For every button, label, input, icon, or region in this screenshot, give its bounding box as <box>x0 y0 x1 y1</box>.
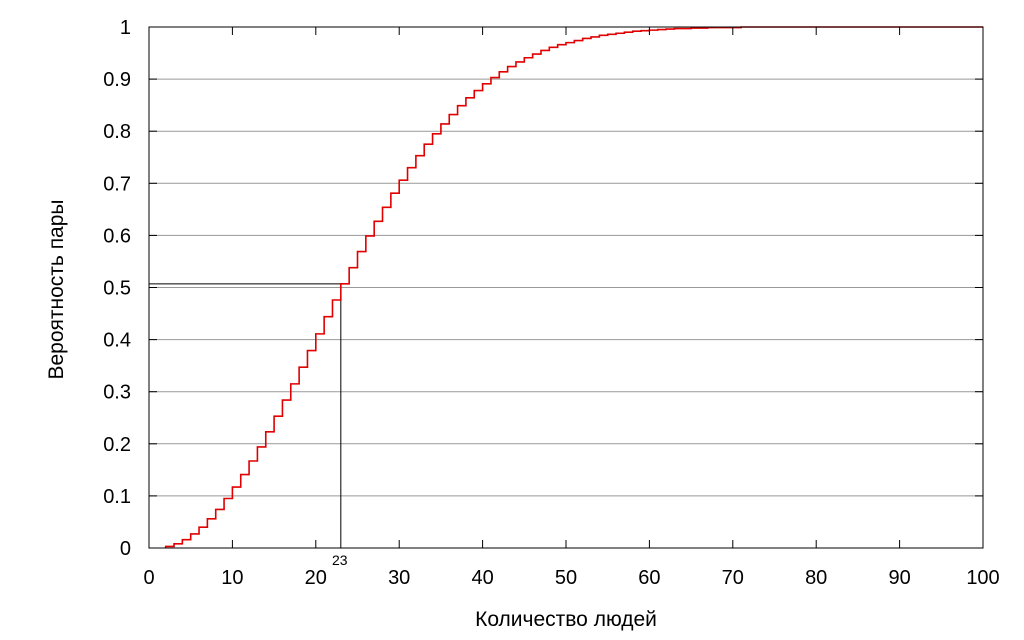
x-tick-label: 100 <box>966 567 999 589</box>
x-tick-label: 60 <box>638 567 660 589</box>
y-tick-labels: 0 0.1 0.2 0.3 0.4 0.5 0.6 0.7 0.8 0.9 1 <box>103 17 131 560</box>
x-axis-label: Количество людей <box>475 608 657 631</box>
x-tick-label: 70 <box>722 567 744 589</box>
x-tick-label: 40 <box>471 567 493 589</box>
y-tick-label: 0.9 <box>103 69 131 91</box>
y-tick-label: 0.6 <box>103 225 131 247</box>
x-tick-label: 0 <box>143 567 154 589</box>
reference-lines <box>149 283 342 548</box>
y-tick-label: 0.8 <box>103 121 131 143</box>
y-tick-label: 0.3 <box>103 382 131 404</box>
y-tick-label: 0.4 <box>103 330 131 352</box>
y-tick-label: 0 <box>120 538 131 560</box>
x-tick-labels: 0 10 20 30 40 50 60 70 80 90 100 <box>143 567 999 589</box>
y-tick-label: 0.1 <box>103 486 131 508</box>
x-tick-label: 10 <box>221 567 243 589</box>
y-tick-label: 0.2 <box>103 434 131 456</box>
x-tick-label: 80 <box>805 567 827 589</box>
ticks <box>148 26 984 549</box>
x-tick-label: 50 <box>555 567 577 589</box>
annotation-23: 23 <box>332 552 348 568</box>
y-axis-label: Вероятность пары <box>45 199 68 379</box>
x-tick-label: 90 <box>888 567 910 589</box>
x-tick-label: 20 <box>305 567 327 589</box>
y-tick-label: 1 <box>120 17 131 39</box>
y-tick-label: 0.5 <box>103 278 131 300</box>
x-tick-label: 30 <box>388 567 410 589</box>
gridlines <box>149 78 983 497</box>
y-tick-label: 0.7 <box>103 173 131 195</box>
